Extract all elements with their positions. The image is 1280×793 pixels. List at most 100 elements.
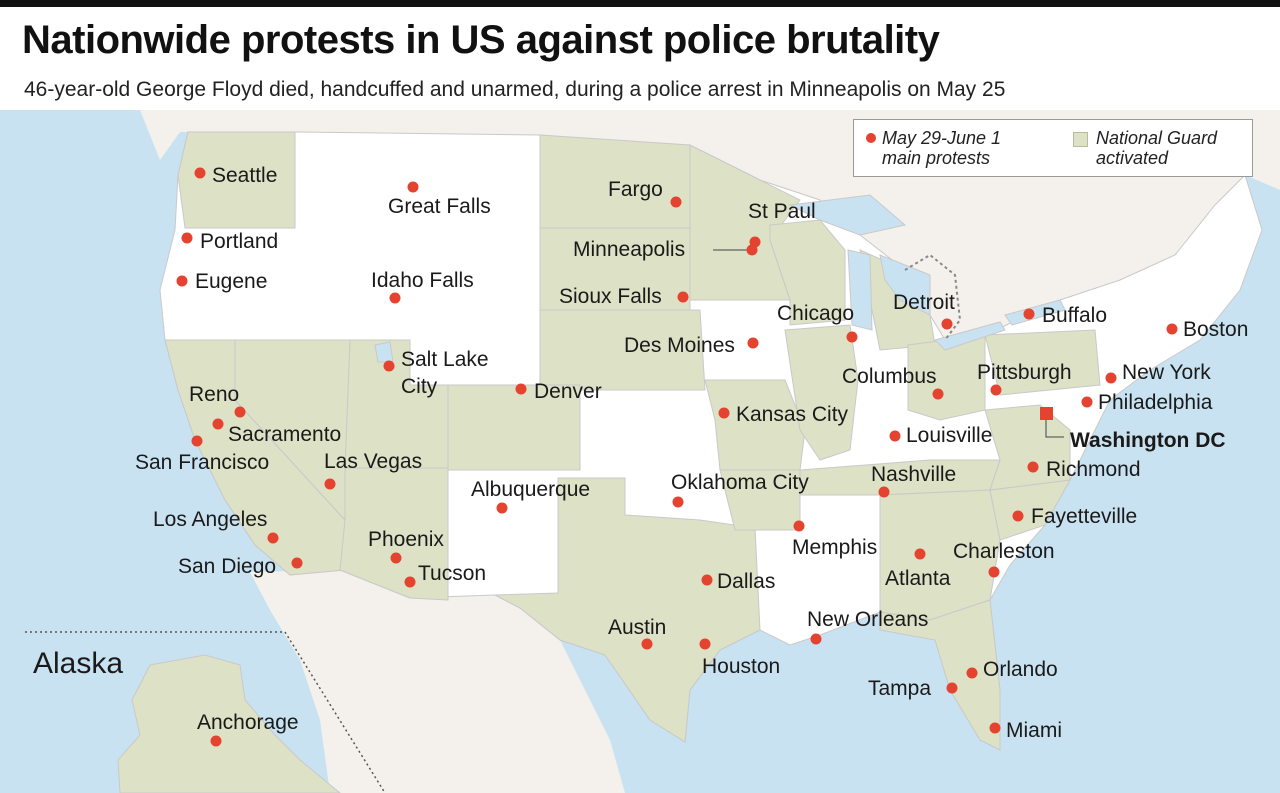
dot-philadelphia xyxy=(1081,396,1093,408)
dot-austin xyxy=(641,638,653,650)
dot-reno xyxy=(234,406,246,418)
dot-miami xyxy=(989,722,1001,734)
lake-michigan xyxy=(847,249,873,331)
dot-phoenix xyxy=(390,552,402,564)
legend-guard-line2: activated xyxy=(1096,148,1169,168)
dot-richmond xyxy=(1027,461,1039,473)
state-washington xyxy=(177,131,296,229)
label-detroit: Detroit xyxy=(893,291,955,314)
label-tampa: Tampa xyxy=(868,677,931,700)
label-st-paul: St Paul xyxy=(748,200,816,223)
dot-des-moines xyxy=(747,337,759,349)
state-illinois xyxy=(784,324,859,461)
dot-minneapolis xyxy=(746,244,758,256)
label-albuquerque: Albuquerque xyxy=(471,478,590,501)
dot-san-francisco xyxy=(191,435,203,447)
dot-salt-lake-city xyxy=(383,360,395,372)
dot-buffalo xyxy=(1023,308,1035,320)
legend-guard-line1: National Guard xyxy=(1096,128,1218,148)
label-new-orleans: New Orleans xyxy=(807,608,928,631)
label-san-francisco: San Francisco xyxy=(135,451,269,474)
label-houston: Houston xyxy=(702,655,780,678)
label-fayetteville: Fayetteville xyxy=(1031,505,1137,528)
label-washington-dc: Washington DC xyxy=(1070,429,1226,452)
dot-fargo xyxy=(670,196,682,208)
dot-sioux-falls xyxy=(677,291,689,303)
lake-erie xyxy=(934,321,1006,351)
dot-new-orleans xyxy=(810,633,822,645)
legend-protests-line1: May 29-June 1 xyxy=(882,128,1002,148)
label-miami: Miami xyxy=(1006,719,1062,742)
label-dallas: Dallas xyxy=(717,570,775,593)
label-salt-lake-1: Salt Lake xyxy=(401,348,489,371)
top-rule xyxy=(0,0,1280,7)
dot-pittsburgh xyxy=(990,384,1002,396)
dot-chicago xyxy=(846,331,858,343)
state-florida xyxy=(879,599,1001,751)
label-alaska: Alaska xyxy=(33,647,123,680)
dot-nashville xyxy=(878,486,890,498)
dot-anchorage xyxy=(210,735,222,747)
label-pittsburgh: Pittsburgh xyxy=(977,361,1072,384)
label-tucson: Tucson xyxy=(418,562,486,585)
dot-albuquerque xyxy=(496,502,508,514)
state-wisconsin xyxy=(769,219,846,326)
label-phoenix: Phoenix xyxy=(368,528,444,551)
dot-columbus xyxy=(932,388,944,400)
dot-kansas-city xyxy=(718,407,730,419)
dot-great-falls xyxy=(407,181,419,193)
label-chicago: Chicago xyxy=(777,302,854,325)
label-kansas-city: Kansas City xyxy=(736,403,849,426)
us-map: Seattle Portland Eugene Great Falls Idah… xyxy=(0,110,1280,793)
lake-ontario xyxy=(1004,299,1066,326)
label-charleston: Charleston xyxy=(953,540,1055,563)
state-pennsylvania xyxy=(984,329,1101,396)
great-salt-lake xyxy=(374,341,394,363)
label-austin: Austin xyxy=(608,616,666,639)
dot-dallas xyxy=(701,574,713,586)
label-eugene: Eugene xyxy=(195,270,267,293)
label-oklahoma-city: Oklahoma City xyxy=(671,471,809,494)
legend-protest-dot xyxy=(866,133,876,143)
label-nashville: Nashville xyxy=(871,463,956,486)
label-philadelphia: Philadelphia xyxy=(1098,391,1213,414)
label-reno: Reno xyxy=(189,383,239,406)
label-des-moines: Des Moines xyxy=(624,334,735,357)
legend-guard-swatch xyxy=(1073,132,1088,147)
dot-tampa xyxy=(946,682,958,694)
label-columbus: Columbus xyxy=(842,365,937,388)
label-denver: Denver xyxy=(534,380,602,403)
label-minneapolis: Minneapolis xyxy=(573,238,685,261)
mexico-land xyxy=(250,570,625,793)
state-virginia xyxy=(984,404,1071,491)
legend-protests: May 29-June 1 main protests xyxy=(882,128,1001,168)
dot-houston xyxy=(699,638,711,650)
dot-louisville xyxy=(889,430,901,442)
dot-san-diego xyxy=(291,557,303,569)
map-title: Nationwide protests in US against police… xyxy=(22,18,940,62)
dot-eugene xyxy=(176,275,188,287)
dot-denver xyxy=(515,383,527,395)
great-lakes xyxy=(374,194,1066,363)
dot-charleston xyxy=(988,566,1000,578)
label-louisville: Louisville xyxy=(906,424,992,447)
dot-portland xyxy=(181,232,193,244)
dot-tucson xyxy=(404,576,416,588)
label-atlanta: Atlanta xyxy=(885,567,951,590)
alaska-divider xyxy=(25,631,386,793)
label-san-diego: San Diego xyxy=(178,555,276,578)
dot-new-york xyxy=(1105,372,1117,384)
label-portland: Portland xyxy=(200,230,278,253)
label-sioux-falls: Sioux Falls xyxy=(559,285,662,308)
label-memphis: Memphis xyxy=(792,536,877,559)
dot-detroit xyxy=(941,318,953,330)
state-colorado xyxy=(447,384,581,471)
label-buffalo: Buffalo xyxy=(1042,304,1107,327)
lake-huron xyxy=(879,254,931,316)
label-boston: Boston xyxy=(1183,318,1248,341)
protest-dots xyxy=(176,167,1178,747)
city-labels: Seattle Portland Eugene Great Falls Idah… xyxy=(33,164,1248,742)
state-texas xyxy=(493,477,761,743)
label-fargo: Fargo xyxy=(608,178,663,201)
dot-seattle xyxy=(194,167,206,179)
